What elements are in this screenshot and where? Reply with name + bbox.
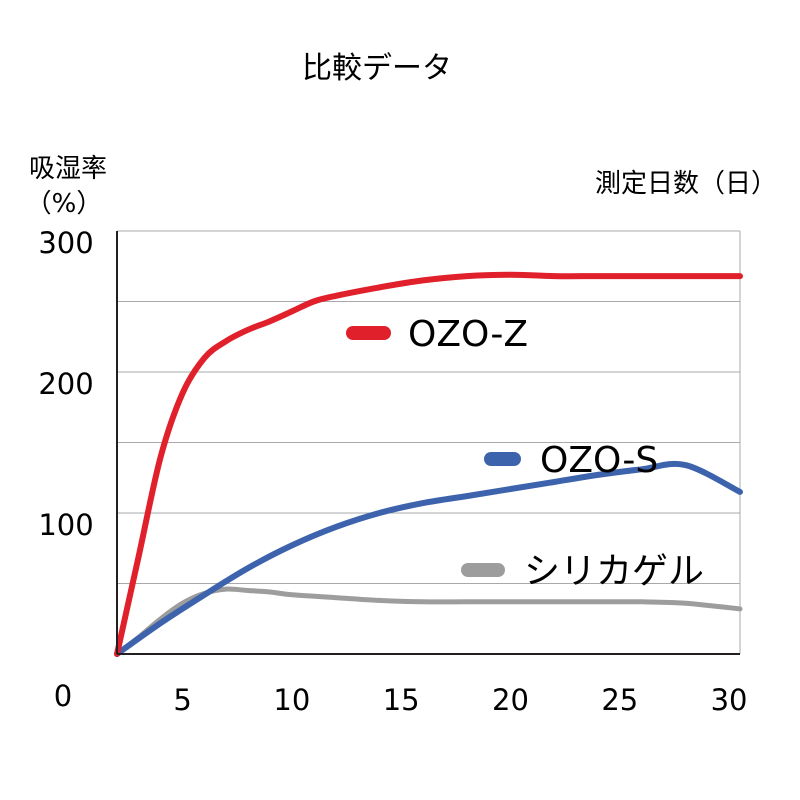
legend-label-2: シリカゲル — [524, 551, 704, 592]
y-tick-label-100: 100 — [38, 508, 93, 542]
gridlines — [117, 230, 741, 654]
legend: OZO-Z OZO-S シリカゲル — [346, 314, 704, 592]
x-tick-label-10: 10 — [273, 683, 310, 717]
legend-label-1: OZO-S — [540, 440, 658, 481]
series-line-1 — [114, 460, 743, 657]
x-tick-label-20: 20 — [492, 683, 529, 717]
y-tick-label-300: 300 — [38, 226, 93, 260]
chart-title: 比較データ — [302, 51, 452, 86]
x-tick-label-5: 5 — [173, 683, 191, 717]
series-line-0 — [114, 271, 743, 657]
x-tick-label-15: 15 — [383, 683, 420, 717]
series-line-2 — [114, 586, 743, 657]
y-axis-label-line1: 吸湿率 — [29, 154, 107, 184]
y-tick-labels: 100 200 300 — [38, 226, 93, 542]
x-tick-labels: 5 10 15 20 25 30 — [173, 683, 747, 717]
y-axis-label-line2: （%） — [26, 189, 103, 219]
x-axis-label: 測定日数（日） — [595, 169, 777, 199]
origin-label: 0 — [54, 679, 72, 713]
y-tick-label-200: 200 — [38, 367, 93, 401]
x-tick-label-25: 25 — [601, 683, 638, 717]
series-lines — [114, 271, 743, 657]
legend-label-0: OZO-Z — [408, 314, 528, 355]
x-tick-label-30: 30 — [711, 683, 748, 717]
